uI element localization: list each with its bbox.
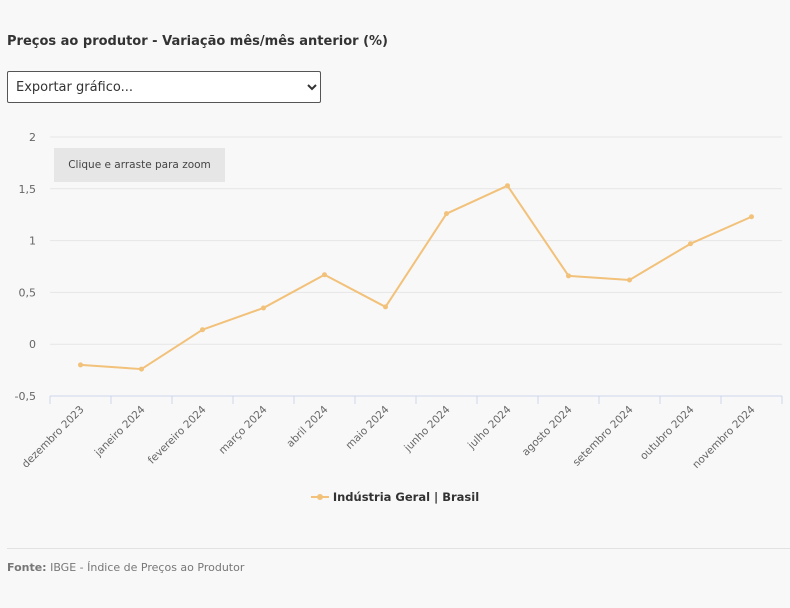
x-tick-label: novembro 2024: [690, 403, 758, 471]
line-chart[interactable]: -0,5 0 0,5 1 1,5 2 dezembro 2023 janeiro 2024fe…: [0, 110, 790, 490]
y-tick-label: 0: [29, 338, 36, 351]
source-text: IBGE - Índice de Preços ao Produtor: [50, 561, 245, 574]
data-point: [566, 273, 571, 279]
data-point: [688, 241, 693, 247]
x-tick-label: maio 2024: [343, 403, 391, 451]
legend-marker-icon: [310, 492, 329, 502]
zoom-hint: Clique e arraste para zoom: [54, 148, 225, 182]
chart-title: Preços ao produtor - Variação mês/mês an…: [7, 34, 388, 49]
series-line: [80, 184, 752, 371]
x-tick-label: janeiro 2024: [92, 403, 148, 459]
export-select[interactable]: Exportar gráfico...: [7, 71, 321, 103]
x-tick-label: agosto 2024: [520, 403, 575, 458]
y-tick-label: 1: [29, 235, 36, 248]
export-dropdown[interactable]: Exportar gráfico...: [7, 71, 321, 103]
x-tick-label: setembro 2024: [571, 403, 636, 468]
data-point: [139, 366, 144, 372]
data-point: [627, 277, 632, 283]
data-point: [749, 214, 754, 220]
x-tick-label: junho 2024: [401, 403, 452, 454]
x-tick-label: fevereiro 2024: [146, 403, 209, 466]
divider: [7, 548, 790, 549]
x-tick-label: março 2024: [217, 403, 270, 456]
x-tick-label: abril 2024: [284, 403, 330, 449]
data-point: [322, 272, 327, 278]
data-point: [200, 327, 205, 333]
data-point: [261, 305, 266, 311]
data-point: [383, 304, 388, 310]
source-label: Fonte:: [7, 561, 47, 574]
data-point: [505, 183, 510, 189]
y-tick-label: -0,5: [15, 390, 36, 403]
y-tick-label: 2: [29, 131, 36, 144]
y-tick-label: 1,5: [19, 183, 37, 196]
x-tick-label: dezembro 2023: [20, 404, 87, 471]
legend[interactable]: Indústria Geral | Brasil: [0, 490, 790, 504]
legend-label: Indústria Geral | Brasil: [332, 490, 480, 504]
x-tick-label: outubro 2024: [638, 403, 697, 462]
source-note: Fonte: IBGE - Índice de Preços ao Produt…: [7, 561, 244, 574]
y-tick-label: 0,5: [19, 286, 37, 299]
x-tick-label: julho 2024: [465, 403, 514, 452]
data-point: [78, 362, 83, 368]
data-point: [444, 211, 449, 217]
